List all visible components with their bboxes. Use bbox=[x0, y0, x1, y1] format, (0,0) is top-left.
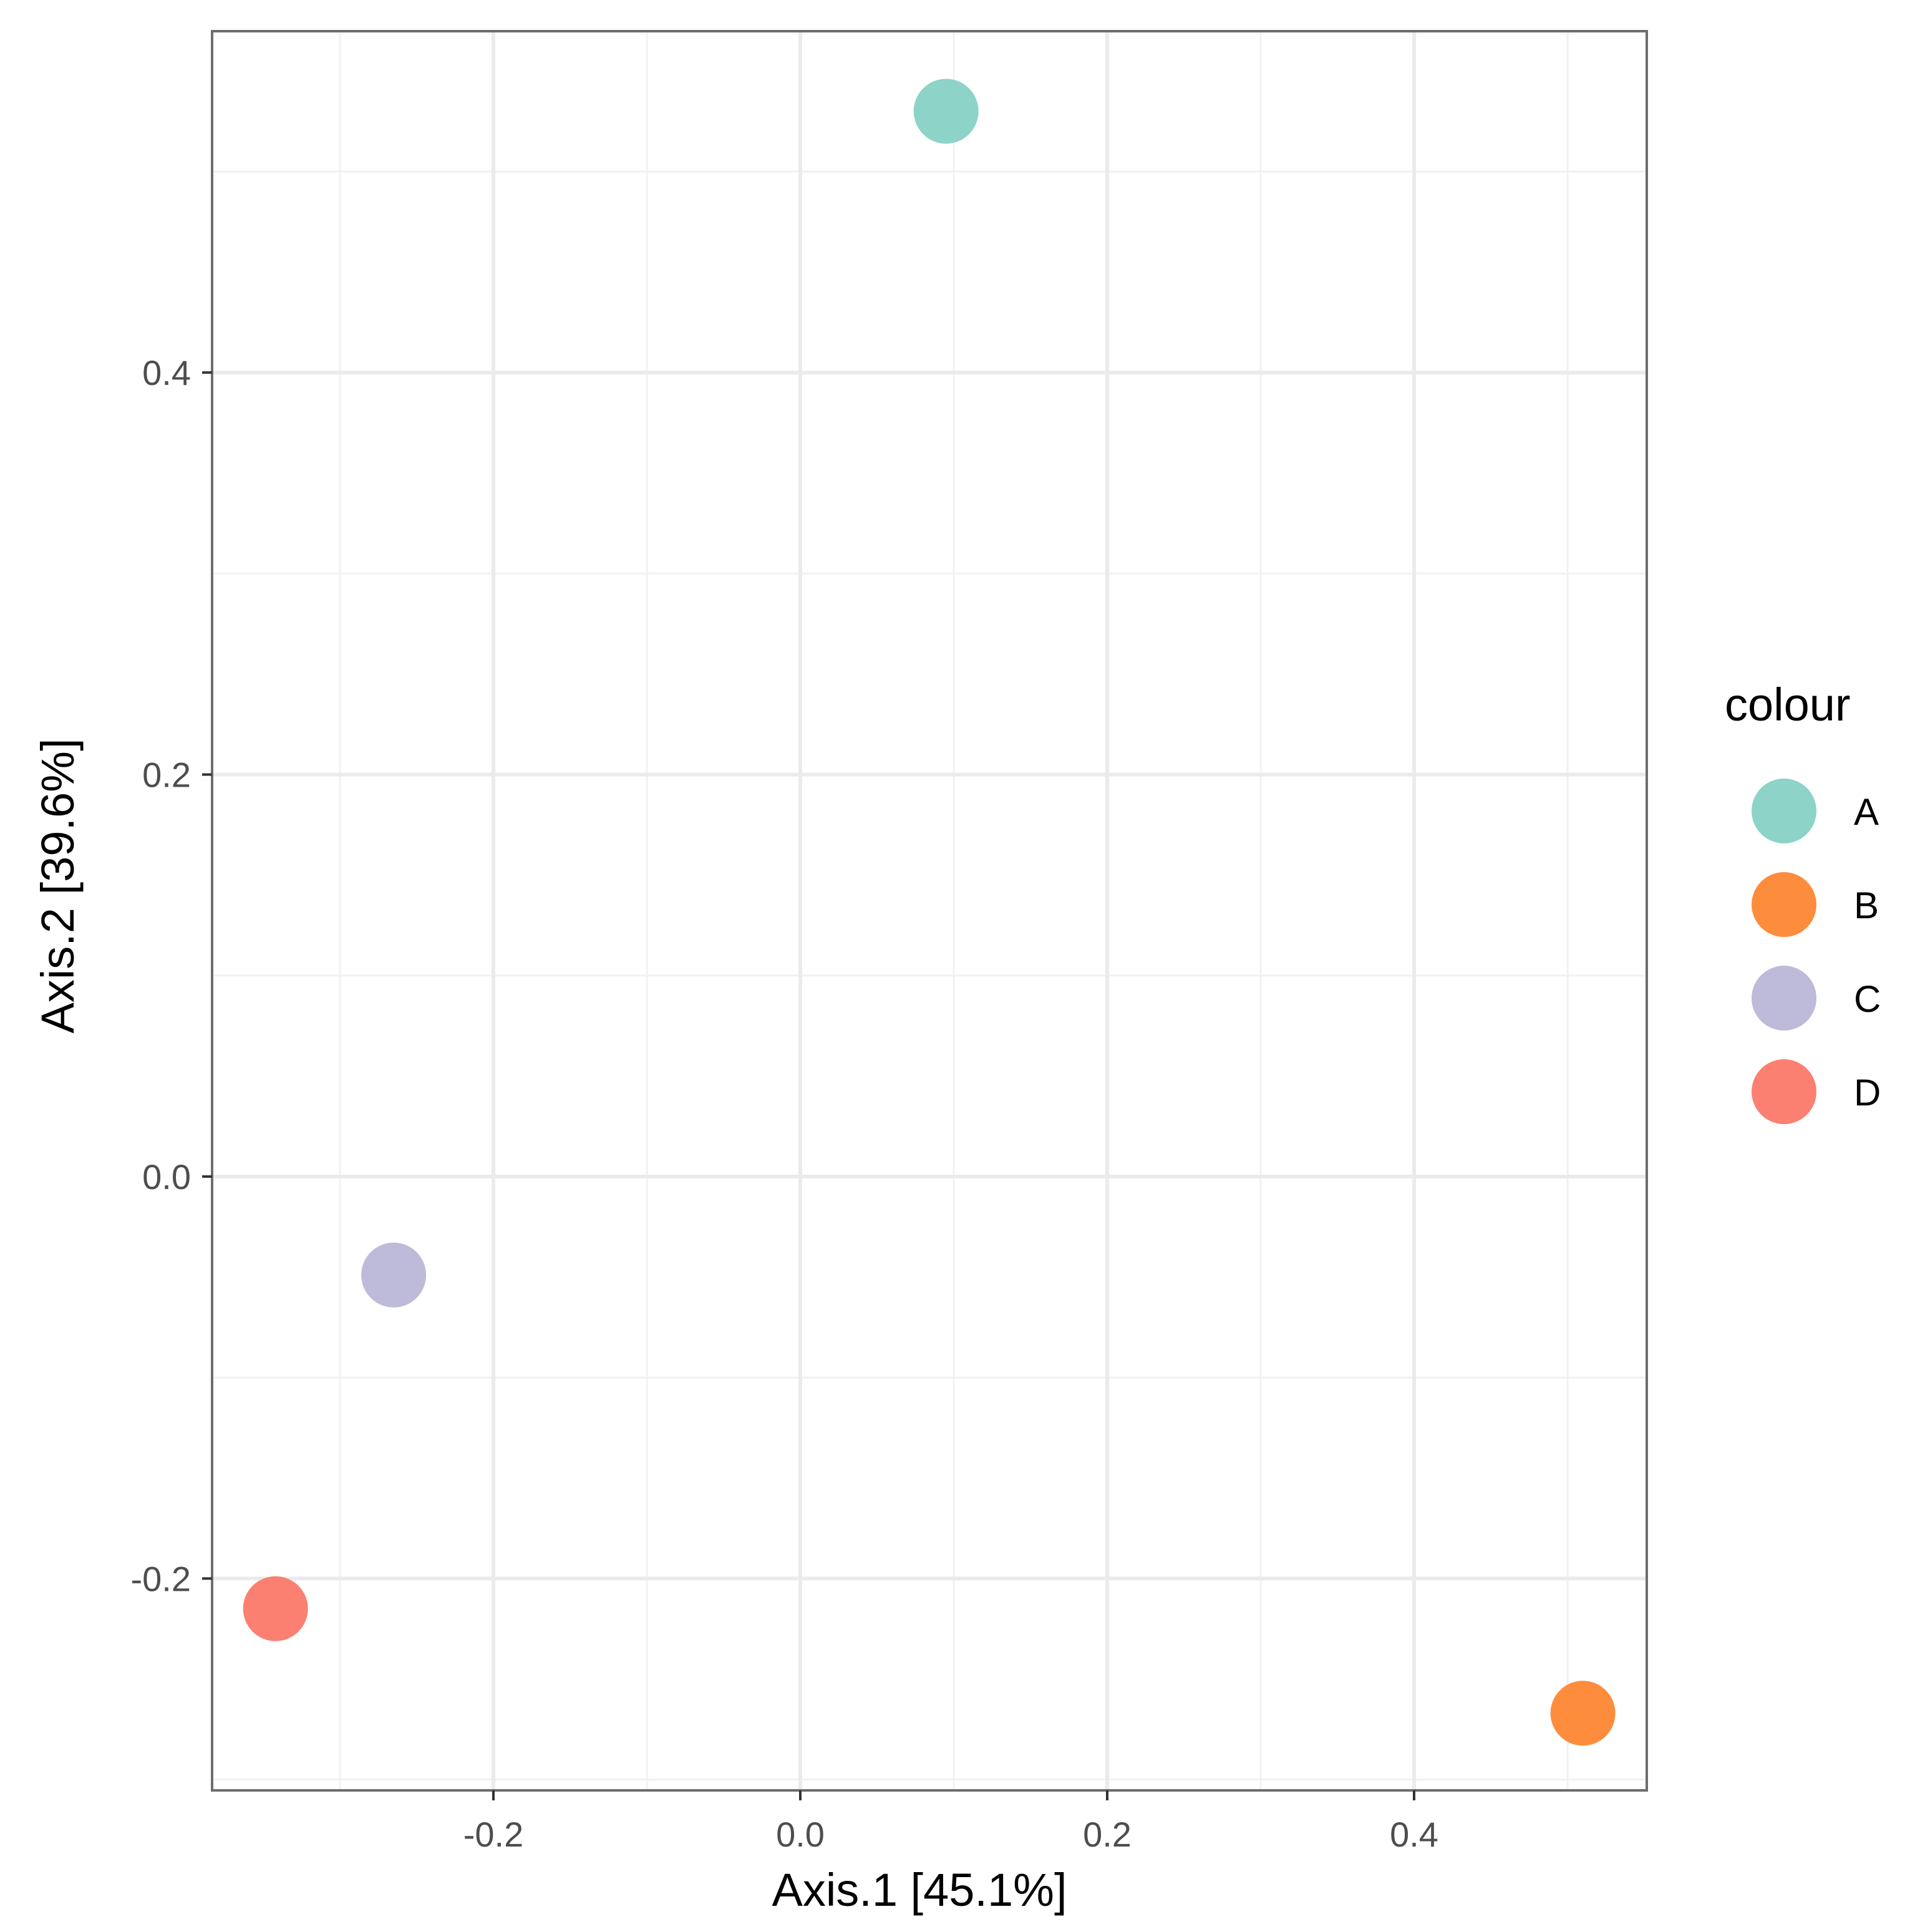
legend-label-d: D bbox=[1854, 1072, 1881, 1114]
legend-key-d bbox=[1752, 1059, 1816, 1124]
legend-title: colour bbox=[1725, 679, 1851, 731]
y-tick-label: 0.2 bbox=[142, 755, 191, 795]
x-axis: -0.2 0.0 0.2 0.4 bbox=[463, 1790, 1438, 1854]
major-gridlines bbox=[212, 31, 1647, 1790]
legend: colour A B C D bbox=[1725, 679, 1881, 1124]
plot-panel-background bbox=[212, 31, 1647, 1790]
legend-key-a bbox=[1752, 779, 1816, 843]
minor-gridlines bbox=[212, 31, 1647, 1790]
plot-panel-border bbox=[211, 30, 1648, 1792]
y-axis: -0.2 0.0 0.2 0.4 bbox=[131, 353, 212, 1598]
y-tick-label: 0.4 bbox=[142, 353, 191, 392]
data-point-b bbox=[1550, 1681, 1616, 1746]
data-points bbox=[243, 79, 1616, 1746]
legend-label-a: A bbox=[1854, 791, 1879, 833]
legend-key-c bbox=[1752, 966, 1816, 1031]
data-point-a bbox=[913, 79, 979, 144]
legend-label-c: C bbox=[1854, 978, 1881, 1020]
data-point-c bbox=[361, 1242, 427, 1308]
x-tick-label: 0.4 bbox=[1390, 1815, 1438, 1854]
legend-key-b bbox=[1752, 872, 1816, 937]
x-tick-label: 0.2 bbox=[1083, 1815, 1132, 1854]
data-point-d bbox=[243, 1576, 308, 1641]
y-tick-label: -0.2 bbox=[131, 1559, 191, 1598]
y-tick-label: 0.0 bbox=[142, 1157, 191, 1197]
x-tick-label: -0.2 bbox=[463, 1815, 524, 1854]
legend-label-b: B bbox=[1854, 885, 1879, 926]
x-axis-title: Axis.1 [45.1%] bbox=[772, 1864, 1067, 1916]
x-tick-label: 0.0 bbox=[776, 1815, 825, 1854]
y-axis-title: Axis.2 [39.6%] bbox=[32, 738, 84, 1033]
